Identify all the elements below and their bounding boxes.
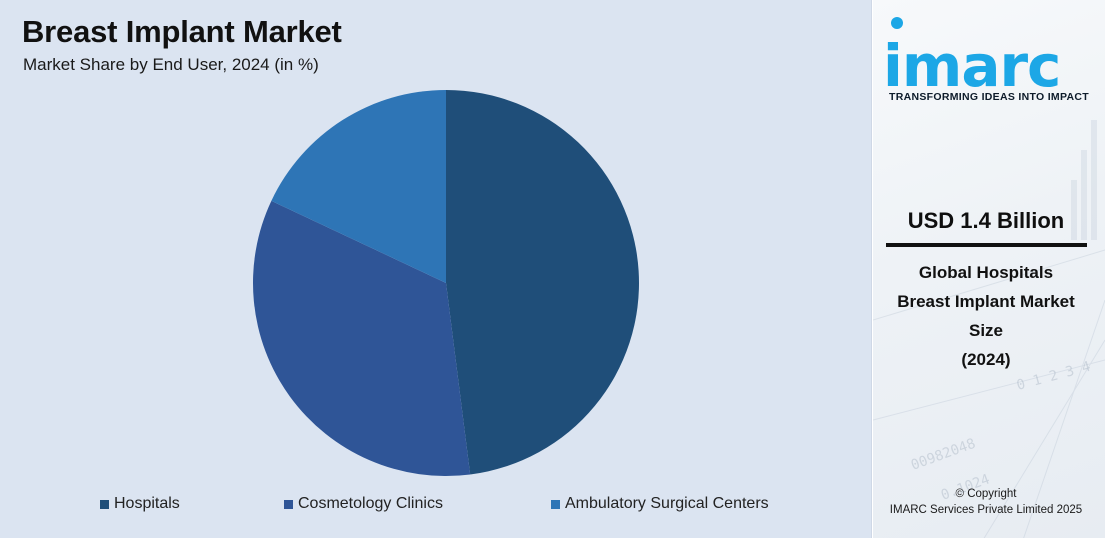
pie-slice-ambulatory-surgical-centers — [271, 90, 446, 283]
copyright-line: © Copyright — [955, 488, 1017, 500]
background-chart-decoration: 0 1 2 3 4 00982048 0.1024 — [873, 120, 1105, 538]
legend-swatch — [551, 499, 560, 509]
pie-slice-hospitals — [446, 90, 640, 475]
svg-text:00982048: 00982048 — [909, 436, 978, 474]
stat-label-line: Global Hospitals — [918, 263, 1054, 282]
stat-label-line: Breast Implant Market — [897, 292, 1075, 311]
side-panel: 0 1 2 3 4 00982048 0.1024 imarc TRANSFOR… — [873, 0, 1105, 538]
chart-legend: Hospitals Cosmetology Clinics Ambulatory S… — [0, 495, 872, 517]
legend-swatch — [100, 499, 109, 509]
copyright: © Copyright IMARC Services Private Limit… — [873, 486, 1099, 518]
pie-slice-cosmetology-clinics — [252, 200, 471, 477]
stat-label: Global Hospitals Breast Implant Market S… — [873, 258, 1099, 374]
svg-text:imarc: imarc — [883, 32, 1060, 90]
chart-panel: Breast Implant Market Market Share by En… — [0, 0, 872, 538]
legend-label: Ambulatory Surgical Centers — [565, 495, 769, 512]
brand-tagline: TRANSFORMING IDEAS INTO IMPACT — [889, 91, 1089, 103]
legend-label: Hospitals — [114, 495, 180, 512]
legend-item: Ambulatory Surgical Centers — [551, 495, 769, 513]
imarc-logo: imarc — [883, 17, 1061, 90]
legend-swatch — [284, 499, 293, 509]
chart-title: Breast Implant Market — [22, 14, 342, 49]
copyright-line: IMARC Services Private Limited 2025 — [889, 504, 1083, 516]
legend-label: Cosmetology Clinics — [298, 495, 443, 512]
stat-label-line: (2024) — [961, 350, 1011, 369]
legend-item: Cosmetology Clinics — [284, 495, 443, 513]
pie-chart — [252, 90, 640, 477]
stat-label-line: Size — [968, 321, 1004, 340]
chart-subtitle: Market Share by End User, 2024 (in %) — [23, 55, 319, 74]
stat-divider — [886, 243, 1087, 247]
stat-value: USD 1.4 Billion — [907, 208, 1065, 233]
legend-item: Hospitals — [100, 495, 180, 513]
